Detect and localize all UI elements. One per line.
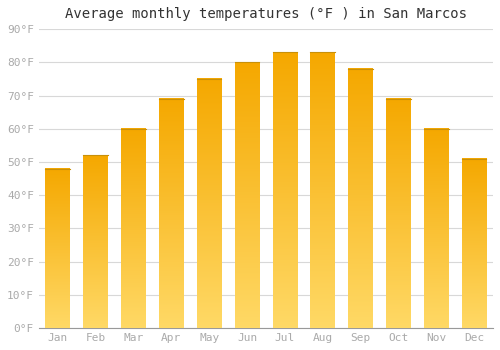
Title: Average monthly temperatures (°F ) in San Marcos: Average monthly temperatures (°F ) in Sa… xyxy=(65,7,467,21)
